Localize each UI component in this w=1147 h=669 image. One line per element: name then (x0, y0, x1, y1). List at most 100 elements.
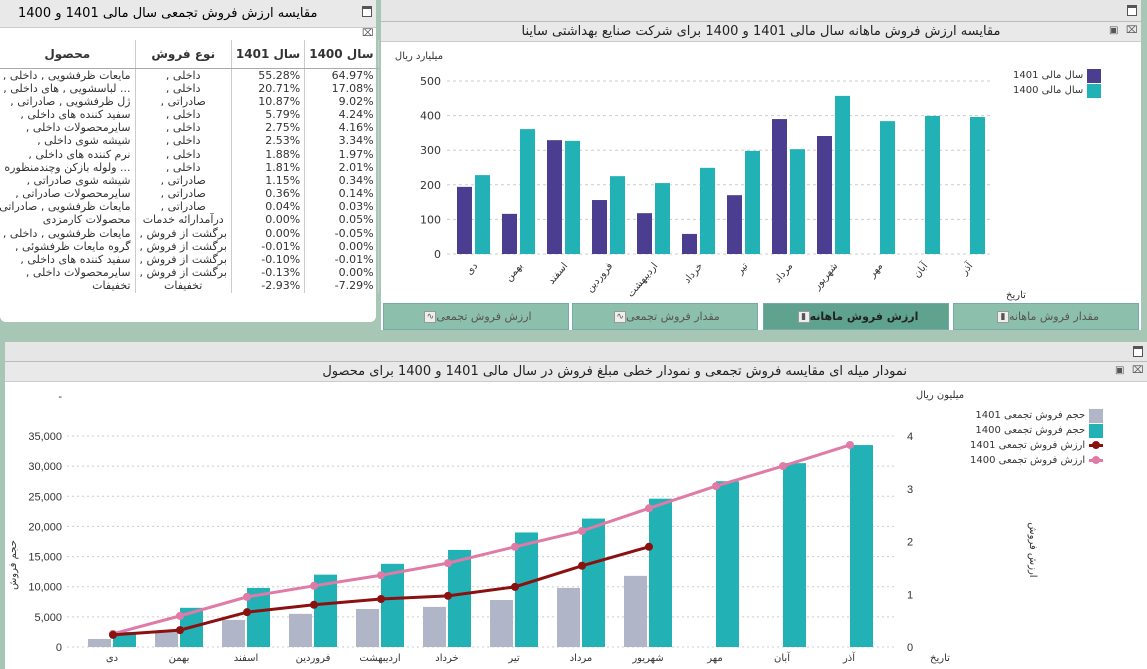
table-row[interactable]: شیشه شوی صادراتی , صادراتی , 1.15% 0.34% (0, 173, 379, 187)
value-1400-cell: 0.03% (304, 200, 379, 214)
table-panel: مقایسه ارزش فروش تجمعی سال مالی 1401 و 1… (0, 0, 379, 322)
legend-label: سال مالی 1400 (1013, 85, 1084, 96)
line-chart-icon: ∿ (424, 311, 437, 323)
y-tick-label: 5,000 (34, 612, 62, 624)
bar-1400 (835, 95, 850, 255)
value-1400-cell: 64.97% (304, 68, 379, 82)
product-cell: مایعات ظرفشویی , داخلی , (0, 68, 136, 82)
sale-type-cell: داخلی , (135, 107, 232, 122)
x-axis-label: تاریخ (930, 653, 950, 664)
value-1401-cell: 0.36% (231, 187, 306, 201)
y-axis-label: میلیارد ریال (395, 51, 443, 62)
value-1401-cell: 10.87% (231, 94, 306, 108)
value-1401-cell: 0.00% (231, 226, 306, 240)
legend-item[interactable]: سال مالی 1400 (1013, 83, 1102, 98)
line-point (310, 600, 318, 609)
x-tick-label: خرداد (435, 653, 458, 664)
legend-marker (1089, 456, 1104, 464)
table-row[interactable]: سفید کننده های داخلی , برگشت از فروش , -0.… (0, 252, 379, 267)
print-icon[interactable]: ▣ (1115, 365, 1125, 376)
x-tick-label: آذر (842, 651, 856, 664)
column-header[interactable]: محصول (0, 40, 136, 69)
maximize-icon[interactable] (362, 6, 372, 17)
maximize-icon[interactable] (1133, 346, 1143, 357)
x-tick-label: فروردین (584, 261, 615, 295)
monthly-chart-panel: مقایسه ارزش فروش ماهانه سال مالی 1401 و … (381, 0, 1141, 330)
x-tick-label: مهر (706, 653, 722, 664)
bar-1400 (381, 563, 404, 647)
legend-item[interactable]: حجم فروش تجمعی 1401 (970, 408, 1104, 423)
value-1400-cell: 2.01% (304, 160, 379, 174)
value-1401-cell: -0.01% (231, 239, 306, 253)
bar-1401 (637, 213, 652, 254)
table-row[interactable]: مایعات ظرفشویی , داخلی , داخلی , 55.28% 64.… (0, 68, 379, 82)
line-point (109, 630, 117, 639)
x-tick-label: آبان (910, 259, 931, 281)
value-1401-cell: 1.15% (231, 173, 306, 187)
legend-item[interactable]: ارزش فروش تجمعی 1401 (970, 438, 1104, 453)
legend-item[interactable]: سال مالی 1401 (1013, 68, 1102, 83)
bar-1400 (475, 175, 490, 254)
sale-type-cell: داخلی , (135, 147, 232, 161)
column-header[interactable]: سال 1400 (304, 40, 379, 69)
tab-1[interactable]: مقدار فروش تجمعی∿ (572, 303, 758, 330)
legend-item[interactable]: حجم فروش تجمعی 1400 (970, 423, 1104, 438)
table-row[interactable]: شیشه شوی داخلی , داخلی , 2.53% 3.34% (0, 134, 379, 148)
table-row[interactable]: نرم کننده های داخلی , داخلی , 1.88% 1.97% (0, 147, 379, 161)
bar-1400 (515, 532, 538, 647)
bar-1400 (655, 183, 670, 254)
table-row[interactable]: محصولات کارمزدی درآمدارائه خدمات 0.00% 0.05… (0, 213, 379, 227)
x-tick-label: مهر (866, 261, 885, 281)
table-row[interactable]: سفید کننده های داخلی , داخلی , 5.79% 4.24% (0, 107, 379, 122)
tab-2[interactable]: ارزش فروش ماهانه▮ (763, 303, 949, 330)
clear-selection-icon[interactable]: ⌧ (1126, 25, 1138, 36)
table-row[interactable]: ... لباسشویی , های داخلی , داخلی , 20.71% 1… (0, 81, 379, 95)
value-1401-cell: 0.00% (231, 213, 306, 227)
column-header[interactable]: نوع فروش (135, 40, 232, 69)
print-icon[interactable]: ▣ (1109, 25, 1119, 36)
chart-title: مقایسه ارزش فروش ماهانه سال مالی 1401 و … (381, 22, 1141, 42)
table-row[interactable]: تخفیفات تخفیفات -2.93% -7.29% (0, 279, 379, 293)
bar-1401 (155, 631, 178, 647)
column-header[interactable]: سال 1401 (231, 40, 306, 69)
maximize-icon[interactable] (1127, 5, 1137, 16)
table-row[interactable]: سایرمحصولات صادراتی , صادراتی , 0.36% 0.14% (0, 187, 379, 201)
table-row[interactable]: گروه مایعات ظرفشوئی , برگشت از فروش , -0.0… (0, 239, 379, 253)
table-row[interactable]: سایرمحصولات داخلی , برگشت از فروش , -0.13%… (0, 266, 379, 280)
bar-1401 (547, 140, 562, 254)
product-cell: ... لباسشویی , های داخلی , (0, 81, 136, 95)
clear-selection-icon[interactable]: ⌧ (1132, 365, 1144, 376)
y-tick-label: 35,000 (28, 431, 62, 443)
sale-type-cell: برگشت از فروش , (135, 252, 232, 267)
sales-table: محصول نوع فروش سال 1401 سال 1400 مایعات ظرف… (0, 40, 379, 293)
table-row[interactable]: سایرمحصولات داخلی , داخلی , 2.75% 4.16% (0, 121, 379, 135)
product-cell: محصولات کارمزدی (0, 213, 136, 227)
product-cell: سفید کننده های داخلی , (0, 252, 136, 267)
line-point (846, 440, 854, 449)
x-tick-label: فروردین (296, 653, 331, 664)
value-1401-cell: 2.75% (231, 121, 306, 135)
table-row[interactable]: ... ولوله بازکن وچندمنظوره داخلی , 1.81% 2.… (0, 160, 379, 174)
y-tick-label: 10,000 (28, 582, 62, 594)
x-tick-label: مرداد (772, 261, 795, 285)
sale-type-cell: تخفیفات (135, 279, 232, 293)
bar-chart-icon: ▮ (996, 311, 1009, 323)
y2-tick-label: 0 (907, 642, 913, 654)
y-tick-label: 0 (434, 248, 441, 261)
product-cell: ... ولوله بازکن وچندمنظوره (0, 160, 136, 174)
bar-1401 (289, 613, 312, 647)
bar-1401 (502, 213, 517, 254)
product-cell: سایرمحصولات صادراتی , (0, 187, 136, 201)
tab-3[interactable]: مقدار فروش ماهانه▮ (953, 303, 1139, 330)
product-cell: تخفیفات (0, 279, 136, 293)
tab-0[interactable]: ارزش فروش تجمعی∿ (383, 303, 569, 330)
table-row[interactable]: ژل ظرفشویی , صادراتی , صادراتی , 10.87% 9.0… (0, 94, 379, 108)
legend-item[interactable]: ارزش فروش تجمعی 1400 (970, 453, 1104, 468)
value-1400-cell: 0.34% (304, 173, 379, 187)
table-row[interactable]: مایعات ظرفشویی , صادراتی , صادراتی , 0.04%… (0, 200, 379, 214)
sale-type-cell: صادراتی , (135, 200, 232, 214)
value-1400-cell: 4.24% (304, 107, 379, 122)
table-row[interactable]: مایعات ظرفشویی , داخلی , برگشت از فروش ,0… (0, 226, 379, 240)
clear-selection-icon[interactable]: ⌧ (362, 28, 374, 39)
x-tick-label: شهریور (631, 653, 663, 664)
